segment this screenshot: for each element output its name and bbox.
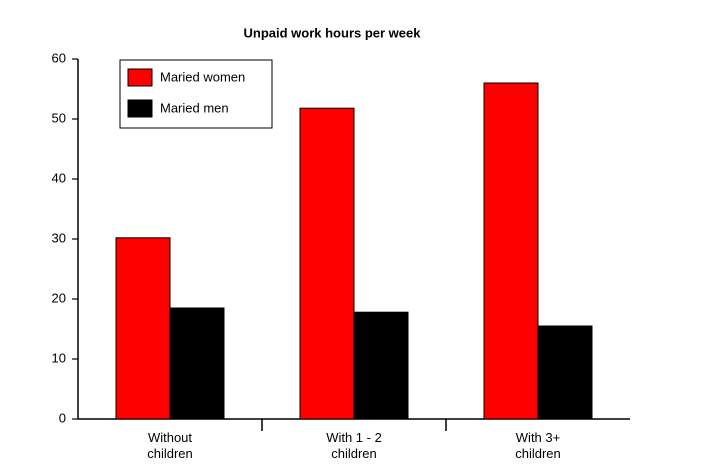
y-tick-label: 40: [52, 170, 66, 185]
y-tick-label: 50: [52, 110, 66, 125]
y-tick-label: 0: [59, 410, 66, 425]
bar: [353, 311, 409, 420]
bar: [115, 237, 171, 420]
bar: [483, 82, 539, 420]
x-tick-label: With 3+ children: [515, 430, 561, 461]
bar: [299, 107, 355, 420]
x-tick-label: Without children: [147, 430, 193, 461]
legend-swatch: [127, 68, 153, 87]
y-tick-label: 20: [52, 290, 66, 305]
legend-label: Maried men: [160, 100, 229, 115]
chart-title: Unpaid work hours per week: [244, 25, 422, 40]
legend-label: Maried women: [160, 69, 245, 84]
y-tick-label: 30: [52, 230, 66, 245]
legend-swatch: [127, 99, 153, 118]
x-tick-label: With 1 - 2 children: [326, 430, 382, 461]
bar: [169, 307, 225, 420]
y-tick-label: 60: [52, 50, 66, 65]
y-tick-label: 10: [52, 350, 66, 365]
bar: [537, 325, 593, 420]
